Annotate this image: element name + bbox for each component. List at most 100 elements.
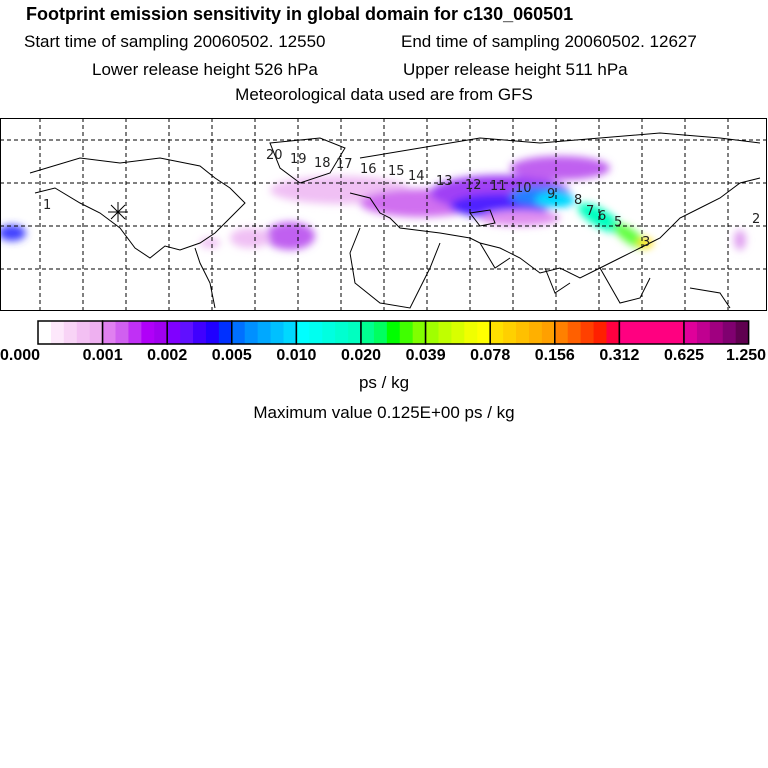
colorbar-swatch xyxy=(684,321,698,344)
colorbar-swatch xyxy=(373,321,388,344)
colorbar-swatch xyxy=(231,321,246,344)
colorbar-swatch xyxy=(516,321,530,344)
colorbar-swatch xyxy=(658,321,672,344)
trajectory-label: 5 xyxy=(614,215,622,230)
colorbar-swatch xyxy=(38,321,52,344)
colorbar-swatch xyxy=(554,321,569,344)
colorbar-swatch xyxy=(283,321,297,344)
colorbar-tick-label: 0.020 xyxy=(341,347,381,364)
colorbar-swatch xyxy=(606,321,620,344)
trajectory-label: 9 xyxy=(547,187,555,202)
trajectory-label: 2 xyxy=(752,212,760,227)
colorbar-tick-label: 0.002 xyxy=(147,347,187,364)
colorbar-swatch xyxy=(361,321,375,344)
colorbar-swatch xyxy=(567,321,582,344)
colorbar-swatch xyxy=(63,321,78,344)
colorbar-swatch xyxy=(296,321,310,344)
colorbar-swatch xyxy=(632,321,646,344)
colorbar-swatch xyxy=(244,321,259,344)
colorbar-swatch xyxy=(399,321,414,344)
colorbar-swatch xyxy=(193,321,207,344)
colorbar-tick-label: 0.039 xyxy=(406,347,446,364)
plot-title: Footprint emission sensitivity in global… xyxy=(26,4,574,24)
colorbar-swatch xyxy=(580,321,595,344)
colorbar-tick-label: 1.250 xyxy=(726,347,766,364)
colorbar-swatch xyxy=(645,321,659,344)
colorbar-tick-label: 0.078 xyxy=(470,347,510,364)
colorbar-swatch xyxy=(593,321,607,344)
colorbar-swatch xyxy=(218,321,233,344)
colorbar-swatch xyxy=(722,321,737,344)
colorbar-swatch xyxy=(619,321,633,344)
end-time: End time of sampling 20060502. 12627 xyxy=(401,32,697,51)
trajectory-label: 8 xyxy=(574,193,582,208)
colorbar-swatch xyxy=(141,321,155,344)
colorbar-tick-label: 0.010 xyxy=(276,347,316,364)
colorbar-swatch xyxy=(205,321,220,344)
trajectory-label: 7 xyxy=(586,204,594,219)
coastlines xyxy=(29,132,761,309)
trajectory-label: 20 xyxy=(266,148,283,163)
trajectory-label: 3 xyxy=(642,235,650,250)
colorbar-swatch xyxy=(115,321,129,344)
colorbar-swatch xyxy=(270,321,284,344)
colorbar-swatch xyxy=(154,321,168,344)
colorbar: 0.000 0.001 0.002 0.005 0.010 0.020 0.039 0.078… xyxy=(0,320,766,364)
colorbar-tick-label: 0.312 xyxy=(599,347,639,364)
colorbar-swatch xyxy=(696,321,711,344)
trajectory-label: 18 xyxy=(314,156,331,171)
colorbar-tick-label: 0.005 xyxy=(212,347,252,364)
colorbar-segment xyxy=(683,320,750,345)
colorbar-swatch xyxy=(322,321,336,344)
trajectory-label: 15 xyxy=(388,164,405,179)
trajectory-label: 1 xyxy=(43,198,51,213)
trajectory-label: 16 xyxy=(360,162,377,177)
colorbar-swatch xyxy=(709,321,724,344)
colorbar-swatch xyxy=(477,321,491,344)
colorbar-swatch xyxy=(735,321,750,344)
colorbar-swatch xyxy=(348,321,362,344)
colorbar-swatch xyxy=(309,321,323,344)
colorbar-swatch xyxy=(425,321,440,344)
release-location-star-icon xyxy=(108,202,128,222)
colorbar-tick-label: 0.156 xyxy=(535,347,575,364)
colorbar-swatch xyxy=(180,321,194,344)
colorbar-swatch xyxy=(167,321,181,344)
colorbar-swatch xyxy=(438,321,452,344)
trajectory-label: 13 xyxy=(436,174,453,189)
colorbar-tick-label: 0.001 xyxy=(83,347,123,364)
trajectory-label: 11 xyxy=(490,179,507,194)
colorbar-swatch xyxy=(102,321,117,344)
colorbar-swatch xyxy=(671,321,685,344)
colorbar-swatch xyxy=(490,321,504,344)
trajectory-label: 10 xyxy=(515,181,532,196)
colorbar-swatch xyxy=(50,321,65,344)
trajectory-label: 19 xyxy=(290,152,307,167)
colorbar-swatch xyxy=(386,321,401,344)
graticule xyxy=(0,118,766,310)
colorbar-swatch xyxy=(89,321,104,344)
upper-release-height: Upper release height 511 hPa xyxy=(403,60,628,79)
colorbar-swatch xyxy=(464,321,478,344)
lower-release-height: Lower release height 526 hPa xyxy=(92,60,318,79)
trajectory-label: 17 xyxy=(336,157,353,172)
colorbar-swatch xyxy=(335,321,349,344)
colorbar-swatch xyxy=(76,321,91,344)
colorbar-units: ps / kg xyxy=(358,373,410,392)
met-data-source: Meteorological data used are from GFS xyxy=(235,85,533,104)
colorbar-tick-label: 0.000 xyxy=(0,347,40,364)
trajectory-label: 6 xyxy=(598,209,606,224)
colorbar-swatch xyxy=(412,321,427,344)
colorbar-swatch xyxy=(451,321,465,344)
colorbar-tick-label: 0.625 xyxy=(664,347,704,364)
colorbar-swatch xyxy=(503,321,517,344)
colorbar-swatch xyxy=(128,321,142,344)
trajectory-label: 12 xyxy=(465,178,482,193)
trajectory-label: 14 xyxy=(408,169,425,184)
map-frame xyxy=(0,118,767,311)
start-time: Start time of sampling 20060502. 12550 xyxy=(24,32,326,51)
colorbar-swatch xyxy=(541,321,556,344)
colorbar-swatch xyxy=(528,321,543,344)
